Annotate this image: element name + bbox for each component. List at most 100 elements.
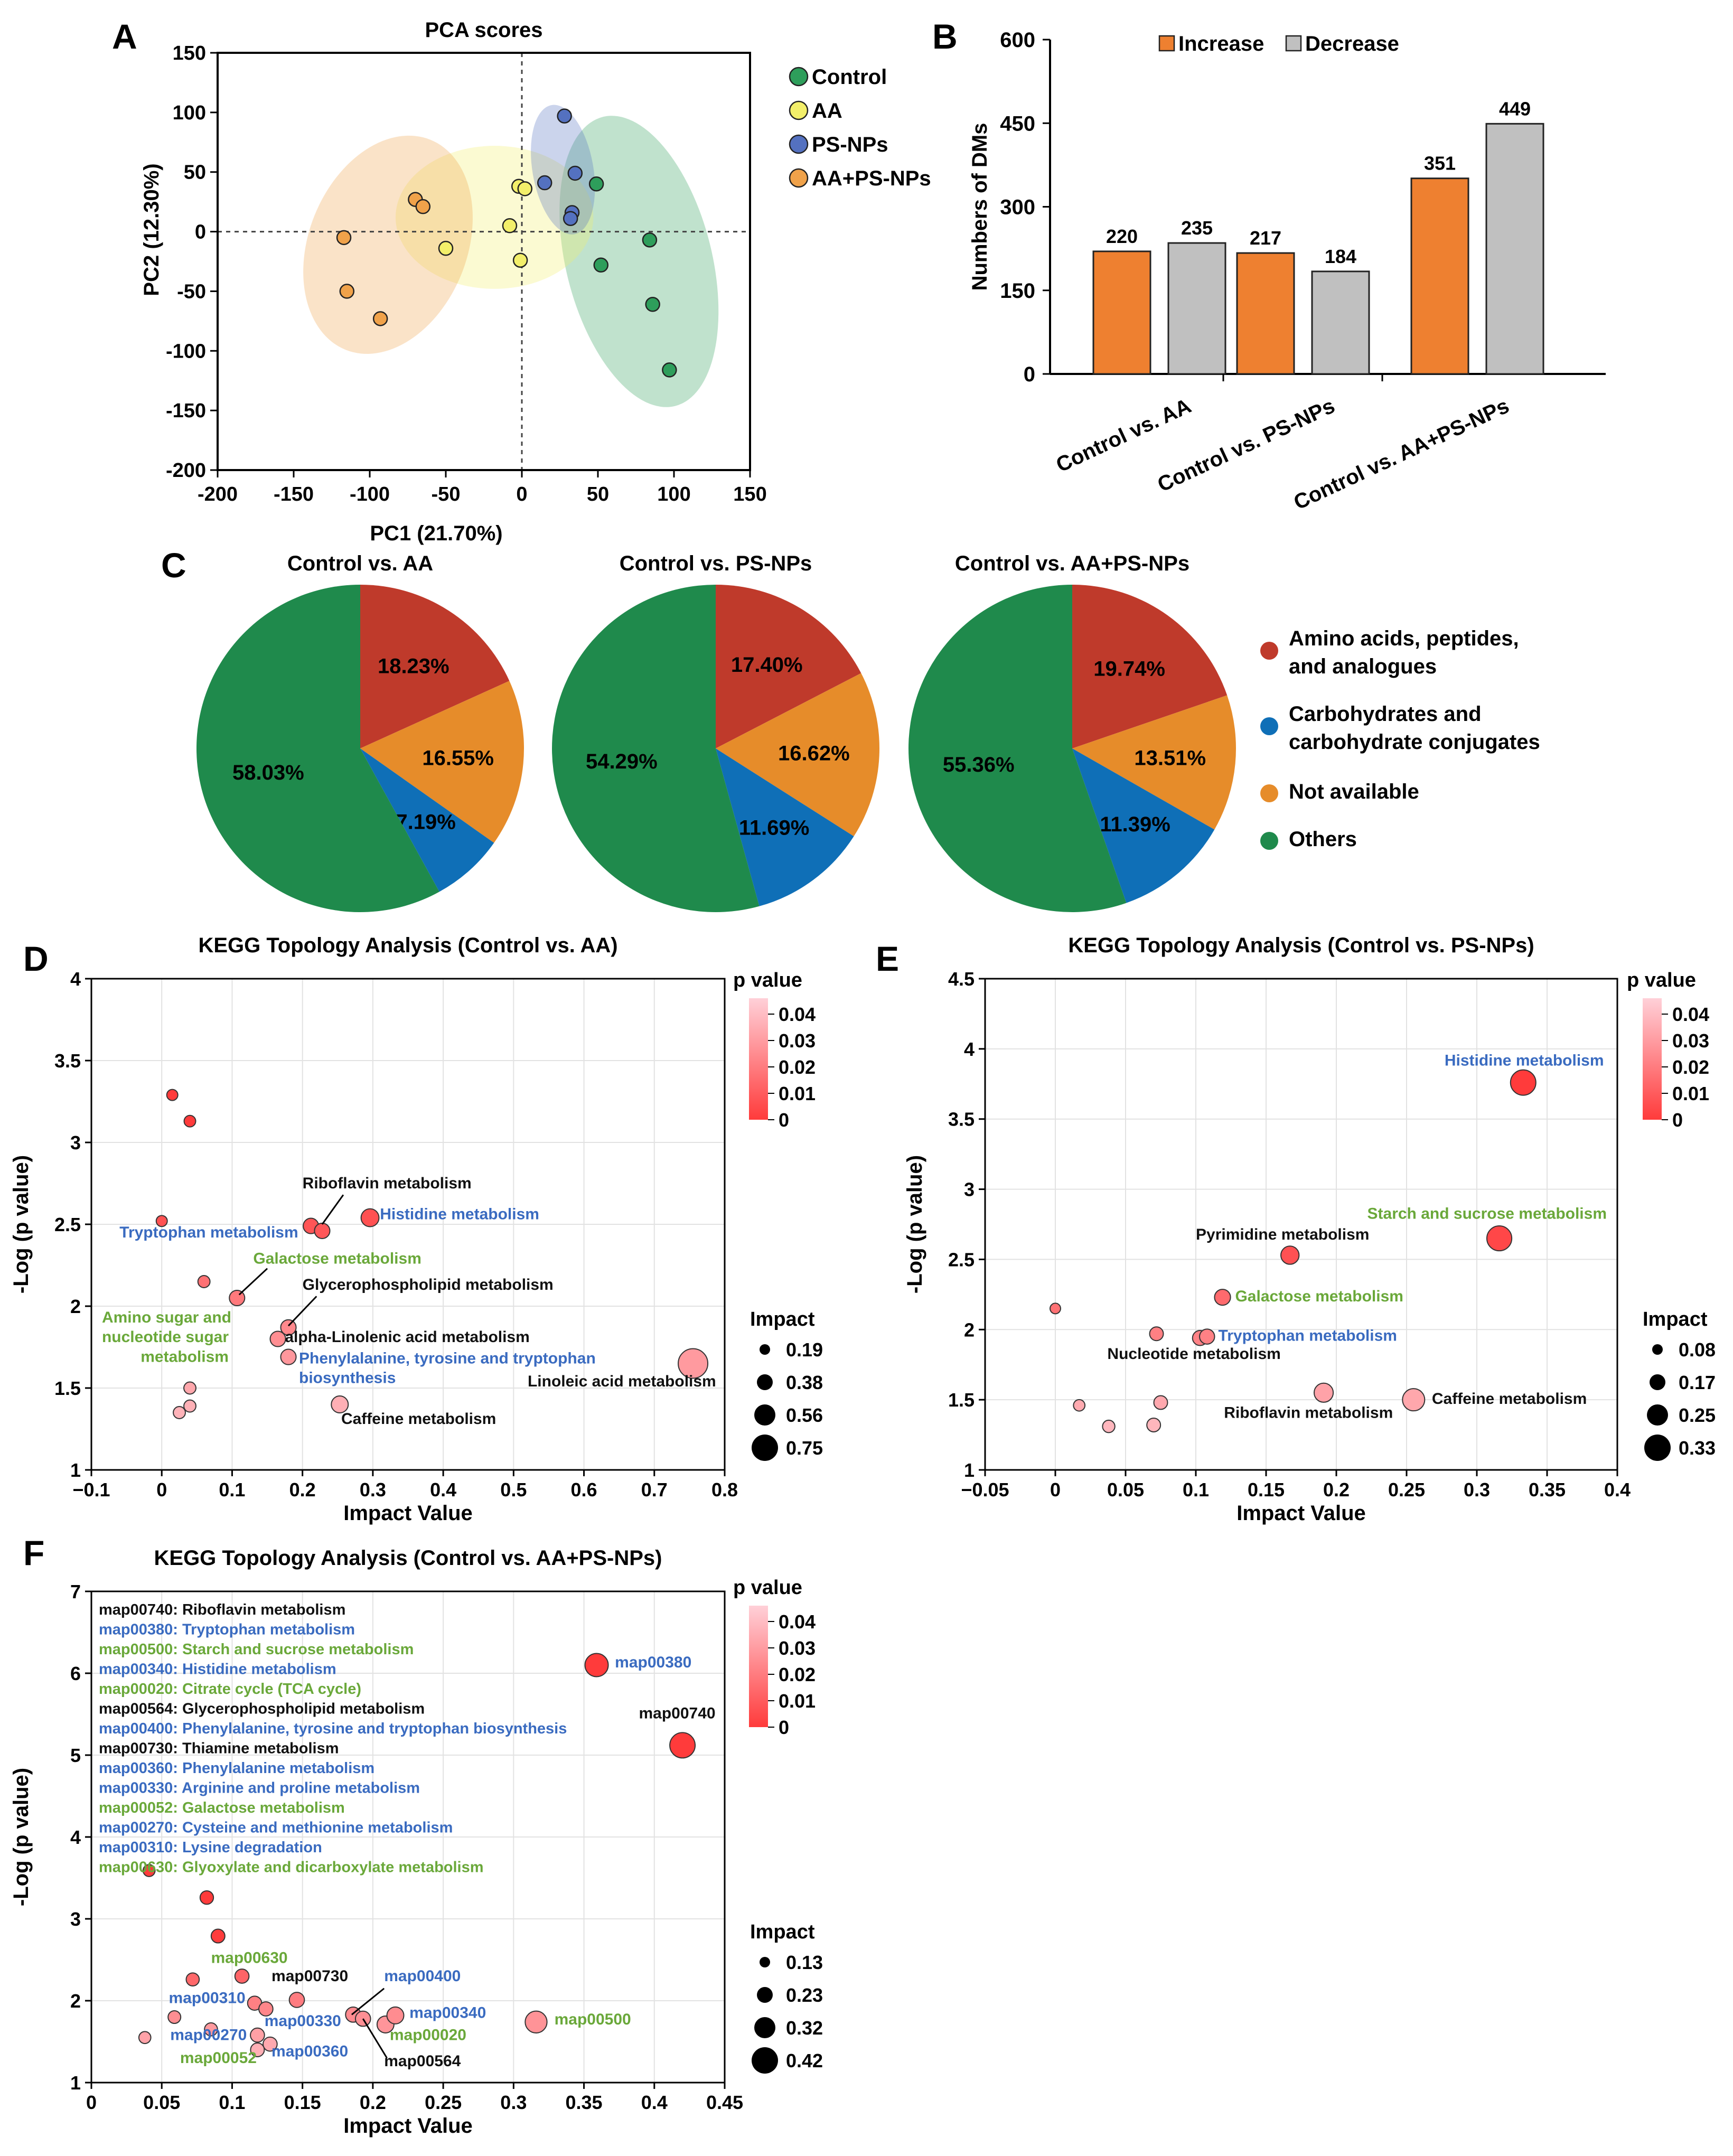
pvalue-tick-label: 0.03 (779, 1030, 816, 1052)
bar-0-2 (1410, 177, 1469, 375)
bubble-3 (199, 1890, 214, 1905)
bubble-20 (138, 2031, 152, 2045)
pie-slice-0-2 (360, 748, 494, 892)
pca-point-3-2 (336, 230, 352, 246)
pie-legend-label: Amino acids, peptides, (1289, 627, 1519, 650)
bar-value-label: 220 (1106, 226, 1138, 247)
legend-label-3: AA+PS-NPs (812, 167, 931, 190)
impact-legend-label-0: 0.08 (1679, 1339, 1716, 1361)
impact-legend-label-2: 0.25 (1679, 1404, 1716, 1426)
bubble-label-1: map00740 (639, 1704, 715, 1722)
pca-point-0-0 (588, 176, 604, 192)
impact-legend-marker-1 (1650, 1374, 1665, 1390)
pie-legend-marker-3 (1260, 832, 1278, 850)
y-tick-label: 5 (70, 1745, 81, 1766)
y-tick-label: 2 (70, 1296, 81, 1317)
pie-legend-marker-2 (1260, 784, 1278, 802)
y-tick-label: 0 (195, 221, 206, 243)
bubble-19 (250, 2042, 265, 2057)
pie-slice-label: 19.74% (1093, 658, 1165, 681)
map-listing-4: map00020: Citrate cycle (TCA cycle) (99, 1681, 361, 1698)
chart-title: PCA scores (425, 18, 542, 42)
bubble-5 (1149, 1326, 1164, 1342)
panel-label-f: F (23, 1533, 44, 1572)
x-tick-label: 0.2 (360, 2092, 386, 2113)
impact-legend-marker-1 (757, 1987, 773, 2003)
map-listing-1: map00380: Tryptophan metabolism (99, 1621, 355, 1638)
y-tick-label: 4.5 (948, 968, 975, 990)
bar-1-1 (1311, 270, 1370, 375)
y-axis-label: -Log (p value) (10, 1155, 33, 1293)
pie-legend-marker-1 (1260, 717, 1278, 735)
pie-slice-2-1 (1072, 695, 1236, 830)
pie-slice-label: 11.39% (1100, 813, 1170, 836)
bubble-16 (204, 2022, 218, 2037)
panel-a-pca: -200 -150 -100 -50 0 50 100 150 150 100 50 0 -50 -100… (140, 18, 931, 545)
x-tick-label: -50 (432, 483, 461, 505)
bubble-3 (1280, 1245, 1300, 1265)
x-tick-label: 0.7 (641, 1479, 668, 1501)
bubble-label-4: map00400 (384, 1967, 461, 1985)
pie-slice-0-3 (196, 585, 439, 912)
x-tick-label: 0 (86, 2092, 97, 2113)
pvalue-title: p value (1627, 969, 1696, 991)
x-tick-label: −0.05 (961, 1479, 1009, 1501)
y-tick-label: 3 (70, 1908, 81, 1930)
legend-label-1: Decrease (1305, 32, 1399, 55)
map-listing-8: map00360: Phenylalanine metabolism (99, 1760, 374, 1777)
pie-title-2: Control vs. AA+PS-NPs (955, 552, 1189, 575)
confidence-ellipse-3 (303, 135, 473, 354)
x-tick-label: −0.1 (72, 1479, 110, 1501)
x-tick-label: 0.1 (1183, 1479, 1209, 1501)
bubble-11 (678, 1348, 709, 1379)
pvalue-tick-label: 0.02 (779, 1664, 816, 1685)
bar-1-2 (1485, 123, 1544, 375)
x-axis-label: Impact Value (343, 1502, 473, 1525)
y-tick-label: -200 (166, 460, 206, 482)
bar-value-label: 217 (1250, 227, 1281, 249)
bubble-label-4: Glycerophospholipid metabolism (303, 1276, 554, 1293)
impact-legend-marker-1 (757, 1374, 773, 1390)
pie-legend-label: and analogues (1289, 655, 1437, 678)
bubble-label-12: map00564 (384, 2052, 461, 2070)
impact-legend-marker-3 (752, 1435, 778, 1461)
legend-swatch-0 (1158, 35, 1175, 52)
bubble-1 (183, 1114, 196, 1128)
bubble-6 (360, 1208, 380, 1227)
pvalue-tick-label: 0.03 (1672, 1030, 1709, 1052)
x-tick-label: 0.5 (500, 1479, 527, 1501)
impact-legend-marker-2 (754, 1404, 775, 1426)
panel-label-a: A (112, 17, 137, 56)
y-axis-label: Numbers of DMs (968, 123, 991, 291)
bubble-0 (1050, 1302, 1061, 1315)
bubble-label-7: map00500 (555, 2011, 631, 2028)
bubble-3 (197, 1275, 211, 1288)
bubble-1 (669, 1732, 696, 1759)
bubble-label-8: alpha-Linolenic acid metabolism (285, 1328, 529, 1346)
x-tick-label: 0.3 (1464, 1479, 1490, 1501)
map-listing-3: map00340: Histidine metabolism (99, 1661, 336, 1678)
impact-legend-marker-3 (1644, 1435, 1671, 1461)
pca-point-2-1 (537, 175, 552, 191)
bubble-9 (1402, 1388, 1426, 1412)
x-tick-label: -200 (198, 483, 238, 505)
legend-label-2: PS-NPs (812, 133, 888, 156)
pvalue-tick-label: 0.01 (779, 1690, 816, 1712)
x-tick-label: 0.2 (289, 1479, 316, 1501)
legend-label-0: Control (812, 65, 887, 89)
x-tick-label: 50 (587, 483, 609, 505)
label-arrow-2 (287, 1296, 317, 1327)
bubble-label-5: Amino sugar and (102, 1309, 231, 1326)
y-tick-label: 50 (184, 162, 206, 184)
y-tick-label: 3 (70, 1132, 81, 1154)
bubble-14 (524, 2010, 548, 2033)
plot-frame (90, 1590, 726, 2084)
legend-marker-1 (789, 100, 809, 120)
y-tick-label: 600 (1000, 29, 1035, 52)
bubble-label-13: map00052 (180, 2049, 257, 2067)
y-tick-label: 3.5 (54, 1050, 81, 1072)
bubble-5 (185, 1972, 200, 1987)
pvalue-tick-label: 0.01 (779, 1083, 816, 1104)
impact-legend-marker-0 (1652, 1344, 1663, 1355)
impact-title: Impact (750, 1308, 815, 1330)
